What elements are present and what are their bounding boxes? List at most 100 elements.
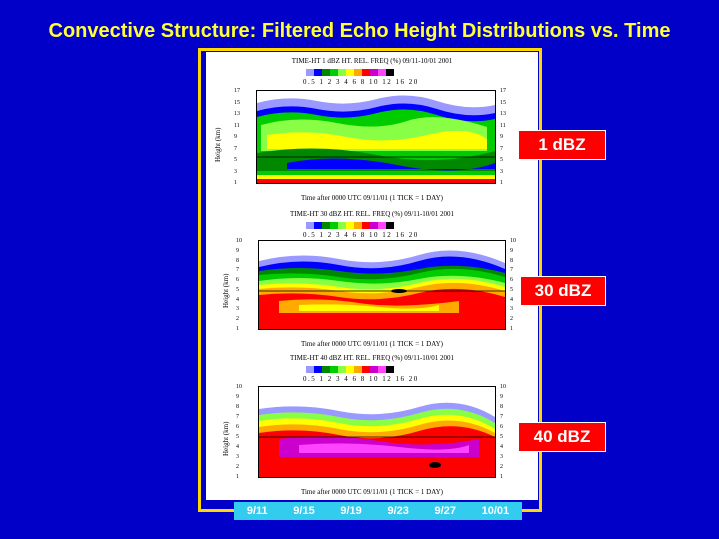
y-tick-label: 15 <box>500 99 506 106</box>
contour-plot <box>256 90 496 184</box>
legend-swatch <box>346 69 354 76</box>
y-tick-label: 1 <box>500 180 503 186</box>
y-tick-label: 9 <box>510 247 513 254</box>
panel-1-dbz: TIME-HT 1 dBZ HT. REL. FREQ (%) 09/11-10… <box>206 52 538 208</box>
y-tick-label: 11 <box>234 122 240 129</box>
slide-title: Convective Structure: Filtered Echo Heig… <box>48 20 671 42</box>
legend-swatch <box>330 222 338 229</box>
y-tick-label: 6 <box>236 277 239 284</box>
legend-labels: 0.5 1 2 3 4 6 8 10 12 16 20 <box>303 78 419 86</box>
y-tick-label: 2 <box>236 464 239 470</box>
legend-swatch <box>362 222 370 229</box>
y-tick-label: 3 <box>500 454 503 460</box>
y-tick-label: 5 <box>500 157 503 163</box>
y-tick-label: 13 <box>234 111 240 117</box>
y-tick-label: 1 <box>510 326 513 332</box>
legend-swatch <box>354 222 362 229</box>
legend-labels: 0.5 1 2 3 4 6 8 10 12 16 20 <box>303 375 419 383</box>
y-tick-label: 9 <box>236 247 239 254</box>
y-tick-label: 7 <box>500 145 503 152</box>
contour-plot <box>258 240 506 330</box>
y-tick-label: 10 <box>236 384 242 390</box>
y-tick-label: 8 <box>500 404 503 410</box>
legend-swatch <box>354 69 362 76</box>
date-axis: 9/11 9/15 9/19 9/23 9/27 10/01 <box>234 502 522 520</box>
y-tick-label: 4 <box>236 296 239 303</box>
y-tick-label: 4 <box>236 444 239 450</box>
panel-header: TIME-HT 40 dBZ HT. REL. FREQ (%) 09/11-1… <box>290 354 454 362</box>
y-tick-label: 11 <box>500 122 506 129</box>
panel-30-dbz: TIME-HT 30 dBZ HT. REL. FREQ (%) 09/11-1… <box>206 208 538 352</box>
y-tick-label: 2 <box>236 316 239 323</box>
legend-swatch <box>346 366 354 373</box>
y-tick-label: 5 <box>234 157 237 163</box>
legend-swatch <box>370 366 378 373</box>
date-label: 9/19 <box>340 505 362 517</box>
legend-swatch <box>306 69 314 76</box>
y-tick-label: 5 <box>510 286 513 293</box>
legend-swatch <box>362 366 370 373</box>
y-tick-label: 9 <box>234 134 237 140</box>
y-tick-label: 13 <box>500 111 506 117</box>
y-axis-label: Height (km) <box>214 127 222 162</box>
legend-swatch <box>378 69 386 76</box>
y-tick-label: 3 <box>500 168 503 175</box>
y-tick-label: 17 <box>500 88 506 94</box>
panel-40-dbz: TIME-HT 40 dBZ HT. REL. FREQ (%) 09/11-1… <box>206 352 538 500</box>
legend-labels: 0.5 1 2 3 4 6 8 10 12 16 20 <box>303 231 419 239</box>
y-tick-label: 8 <box>236 257 239 264</box>
x-axis-label: Time after 0000 UTC 09/11/01 (1 TICK = 1… <box>300 340 444 348</box>
legend-swatch <box>386 366 394 373</box>
tag-30-dbz: 30 dBZ <box>520 276 606 306</box>
legend-swatch <box>314 69 322 76</box>
color-legend <box>306 222 394 229</box>
y-tick-label: 3 <box>234 168 237 175</box>
legend-swatch <box>386 69 394 76</box>
date-label: 9/27 <box>434 505 456 517</box>
tag-40-dbz: 40 dBZ <box>518 422 606 452</box>
date-label: 9/15 <box>293 505 315 517</box>
x-axis-label: Time after 0000 UTC 09/11/01 (1 TICK = 1… <box>300 488 444 496</box>
y-tick-label: 5 <box>236 286 239 293</box>
legend-swatch <box>330 69 338 76</box>
legend-swatch <box>338 222 346 229</box>
legend-swatch <box>370 69 378 76</box>
y-tick-label: 6 <box>236 424 239 430</box>
y-tick-label: 3 <box>236 306 239 313</box>
legend-swatch <box>314 222 322 229</box>
legend-swatch <box>338 366 346 373</box>
y-tick-label: 5 <box>500 434 503 440</box>
y-tick-label: 10 <box>500 384 506 390</box>
y-axis-label: Height (km) <box>222 273 230 308</box>
y-tick-label: 3 <box>236 454 239 460</box>
y-tick-label: 1 <box>236 474 239 480</box>
panel-header: TIME-HT 1 dBZ HT. REL. FREQ (%) 09/11-10… <box>291 57 453 65</box>
legend-swatch <box>346 222 354 229</box>
tag-1-dbz: 1 dBZ <box>518 130 606 160</box>
legend-swatch <box>378 366 386 373</box>
legend-swatch <box>386 222 394 229</box>
legend-swatch <box>354 366 362 373</box>
color-legend <box>306 366 394 373</box>
y-tick-label: 7 <box>510 267 513 274</box>
y-tick-label: 1 <box>500 474 503 480</box>
date-label: 10/01 <box>481 505 510 517</box>
y-tick-label: 4 <box>510 296 513 303</box>
legend-swatch <box>322 366 330 373</box>
legend-swatch <box>314 366 322 373</box>
legend-swatch <box>322 69 330 76</box>
y-tick-label: 7 <box>236 267 239 274</box>
y-tick-label: 7 <box>236 414 239 420</box>
y-tick-label: 17 <box>234 88 240 94</box>
x-axis-label: Time after 0000 UTC 09/11/01 (1 TICK = 1… <box>300 194 444 202</box>
y-tick-label: 1 <box>236 326 239 332</box>
legend-swatch <box>370 222 378 229</box>
y-axis-label: Height (km) <box>222 421 230 456</box>
legend-swatch <box>322 222 330 229</box>
y-tick-label: 9 <box>500 134 503 140</box>
legend-swatch <box>378 222 386 229</box>
y-tick-label: 15 <box>234 99 240 106</box>
legend-swatch <box>338 69 346 76</box>
y-tick-label: 2 <box>510 316 513 323</box>
y-tick-label: 6 <box>510 277 513 284</box>
